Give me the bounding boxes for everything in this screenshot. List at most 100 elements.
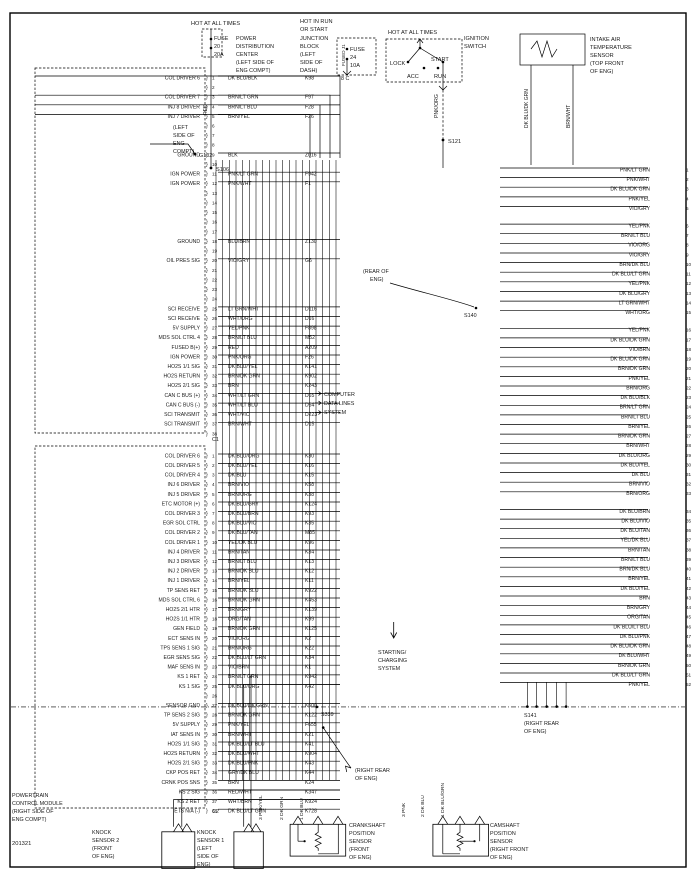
svg-text:DK BLU/DK GRN: DK BLU/DK GRN (524, 89, 530, 128)
svg-text:1: 1 (686, 167, 689, 172)
svg-text:}: } (206, 569, 208, 575)
svg-text:}: } (206, 559, 208, 565)
svg-text:}: } (206, 393, 208, 399)
svg-text:SENSOR: SENSOR (490, 839, 513, 845)
svg-text:14: 14 (212, 201, 218, 206)
svg-text:KNOCK: KNOCK (92, 830, 112, 836)
svg-text:INJ 5 DRIVER: INJ 5 DRIVER (167, 492, 200, 498)
svg-text:28: 28 (686, 443, 692, 448)
svg-text:32: 32 (212, 751, 218, 756)
svg-text:CRANKSHAFT: CRANKSHAFT (349, 823, 386, 829)
svg-text:CAN C BUS (-): CAN C BUS (-) (166, 403, 201, 409)
svg-text:20: 20 (212, 258, 218, 263)
svg-text:SYSTEM: SYSTEM (378, 666, 401, 672)
svg-text:38: 38 (212, 431, 218, 436)
svg-text:33: 33 (686, 491, 692, 496)
svg-text:FUSED B(+): FUSED B(+) (172, 345, 201, 351)
svg-text:19: 19 (212, 249, 218, 254)
svg-text:IGN POWER: IGN POWER (170, 354, 200, 360)
svg-text:8: 8 (212, 143, 215, 148)
svg-text:(REAR OF: (REAR OF (363, 269, 389, 275)
svg-text:}: } (206, 521, 208, 527)
svg-text:}: } (206, 75, 208, 81)
svg-text:DASH): DASH) (300, 68, 318, 74)
svg-text:30: 30 (686, 462, 692, 467)
svg-text:34: 34 (212, 770, 218, 775)
svg-text:}: } (206, 220, 208, 226)
svg-text:25: 25 (686, 414, 692, 419)
svg-text:13: 13 (212, 191, 218, 196)
svg-text:}: } (206, 431, 208, 437)
svg-text:8: 8 (212, 521, 215, 526)
svg-text:COL DRIVER 2: COL DRIVER 2 (165, 530, 200, 536)
svg-text:CKP POS RET: CKP POS RET (166, 770, 200, 776)
svg-text:12: 12 (686, 281, 692, 286)
svg-text:}: } (206, 770, 208, 776)
svg-text:HO2S 1/1 SIG: HO2S 1/1 SIG (167, 741, 200, 747)
svg-text:}: } (206, 229, 208, 235)
svg-text:INJ 2 DRIVER: INJ 2 DRIVER (167, 569, 200, 575)
svg-text:}: } (206, 511, 208, 517)
svg-text:}: } (206, 530, 208, 536)
svg-text:}: } (206, 364, 208, 370)
svg-text:}: } (206, 751, 208, 757)
svg-text:COMPUTER: COMPUTER (324, 392, 355, 398)
svg-text:C2: C2 (212, 809, 219, 815)
svg-text:10: 10 (212, 540, 218, 545)
svg-text:PNK/ORG: PNK/ORG (434, 94, 440, 118)
svg-text:30: 30 (212, 732, 218, 737)
svg-text:10A: 10A (350, 63, 360, 69)
svg-text:}: } (206, 626, 208, 632)
svg-text:35: 35 (212, 403, 218, 408)
svg-text:}: } (206, 645, 208, 651)
svg-text:EGR SENS SIG: EGR SENS SIG (163, 655, 200, 661)
svg-text:2 DK BLU: 2 DK BLU (420, 795, 426, 817)
svg-text:23: 23 (212, 665, 218, 670)
svg-text:26: 26 (212, 316, 218, 321)
svg-text:}: } (206, 501, 208, 507)
svg-text:IGN POWER: IGN POWER (170, 181, 200, 187)
svg-text:}: } (206, 780, 208, 786)
svg-text:16: 16 (212, 220, 218, 225)
svg-text:ENG): ENG) (197, 862, 211, 868)
svg-text:29: 29 (212, 722, 218, 727)
svg-text:3 PNK/YEL: 3 PNK/YEL (258, 795, 264, 820)
svg-text:IGNITION: IGNITION (464, 36, 489, 42)
svg-text:22: 22 (212, 277, 218, 282)
svg-text:36: 36 (686, 528, 692, 533)
svg-text:}: } (206, 277, 208, 283)
svg-text:27: 27 (686, 434, 692, 439)
svg-text:POWERTRAIN: POWERTRAIN (12, 793, 49, 799)
svg-text:}: } (206, 665, 208, 671)
svg-text:35: 35 (212, 780, 218, 785)
svg-text:CAN C BUS (+): CAN C BUS (+) (164, 393, 200, 399)
svg-text:14: 14 (212, 578, 218, 583)
svg-text:21: 21 (686, 376, 692, 381)
svg-text:KNOCK: KNOCK (197, 830, 217, 836)
svg-text:}: } (206, 345, 208, 351)
svg-text:MAF SENS IN: MAF SENS IN (167, 665, 200, 671)
svg-text:SIDE OF: SIDE OF (300, 60, 323, 66)
svg-text:(FRONT: (FRONT (349, 847, 370, 853)
svg-text:HOT AT ALL TIMES: HOT AT ALL TIMES (388, 30, 437, 36)
svg-text:INJ 1 DRIVER: INJ 1 DRIVER (167, 578, 200, 584)
svg-text:50: 50 (686, 663, 692, 668)
svg-text:32: 32 (212, 374, 218, 379)
svg-text:5: 5 (212, 114, 215, 119)
svg-text:}: } (206, 578, 208, 584)
svg-text:CAMSHAFT: CAMSHAFT (490, 823, 520, 829)
svg-text:}: } (206, 316, 208, 322)
svg-text:}: } (206, 713, 208, 719)
svg-text:(TOP FRONT: (TOP FRONT (590, 61, 625, 67)
svg-text:}: } (206, 540, 208, 546)
svg-text:7: 7 (212, 511, 215, 516)
svg-text:SIDE OF: SIDE OF (173, 133, 195, 139)
svg-text:}: } (206, 239, 208, 245)
svg-text:DISTRIBUTION: DISTRIBUTION (236, 44, 274, 50)
svg-text:22: 22 (686, 385, 692, 390)
svg-text:26: 26 (686, 424, 692, 429)
svg-text:}: } (206, 482, 208, 488)
svg-text:TP SENS 2 SIG: TP SENS 2 SIG (164, 713, 200, 719)
svg-text:}: } (206, 104, 208, 110)
svg-text:11: 11 (212, 172, 217, 177)
